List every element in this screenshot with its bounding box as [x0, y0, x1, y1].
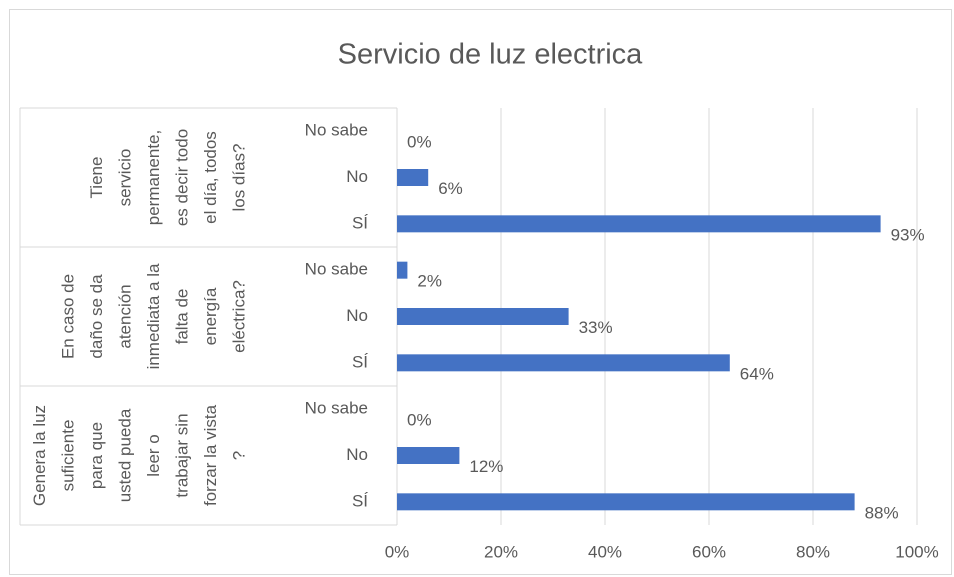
- x-tick-label: 40%: [588, 542, 622, 561]
- bar: [397, 261, 408, 279]
- category-label: SÍ: [352, 352, 368, 371]
- group-label: los días?: [229, 143, 248, 211]
- x-tick-label: 60%: [692, 542, 726, 561]
- value-label: 0%: [407, 411, 432, 430]
- value-label: 33%: [579, 318, 613, 337]
- group-label: En caso de: [58, 274, 77, 359]
- group-label: Genera la luz: [30, 405, 49, 506]
- group-label: usted pueda: [115, 408, 134, 502]
- group-label: el día, todos: [201, 131, 220, 224]
- x-tick-label: 0%: [385, 542, 410, 561]
- category-label: SÍ: [352, 213, 368, 232]
- group-label: inmediata a la: [144, 263, 163, 369]
- value-label: 0%: [407, 133, 432, 152]
- value-label: 64%: [740, 364, 774, 383]
- value-label: 6%: [438, 179, 463, 198]
- value-label: 88%: [865, 503, 899, 522]
- category-label: No sabe: [305, 260, 368, 279]
- group-label: energía: [201, 287, 220, 345]
- bar: [397, 215, 881, 233]
- value-label: 2%: [417, 272, 442, 291]
- bar: [397, 169, 429, 186]
- group-label: atención: [115, 284, 134, 348]
- category-label: No sabe: [305, 121, 368, 140]
- bar: [397, 447, 460, 464]
- category-label: SÍ: [352, 491, 368, 510]
- category-label: No: [346, 306, 368, 325]
- group-label: Tiene: [87, 157, 106, 199]
- group-label: para que: [87, 422, 106, 489]
- value-label: 93%: [891, 225, 925, 244]
- bar: [397, 308, 569, 325]
- group-label: daño se da: [87, 274, 106, 359]
- category-label: No sabe: [305, 399, 368, 418]
- group-label: permanente,: [144, 130, 163, 225]
- group-label: servicio: [115, 149, 134, 207]
- group-label: eléctrica?: [229, 280, 248, 353]
- group-label: ?: [229, 451, 248, 460]
- bar: [397, 354, 730, 372]
- group-label: leer o: [144, 434, 163, 477]
- group-label: es decir todo: [172, 129, 191, 226]
- group-label: trabajar sin: [172, 413, 191, 497]
- bar: [397, 493, 855, 511]
- x-tick-label: 20%: [484, 542, 518, 561]
- category-label: No: [346, 445, 368, 464]
- chart-border: [9, 9, 952, 575]
- x-tick-label: 80%: [796, 542, 830, 561]
- group-label: suficiente: [58, 420, 77, 492]
- group-label: falta de: [172, 289, 191, 345]
- group-label: forzar la vista: [201, 404, 220, 506]
- category-label: No: [346, 167, 368, 186]
- chart-title: Servicio de luz electrica: [338, 39, 643, 71]
- x-tick-label: 100%: [895, 542, 938, 561]
- value-label: 12%: [469, 457, 503, 476]
